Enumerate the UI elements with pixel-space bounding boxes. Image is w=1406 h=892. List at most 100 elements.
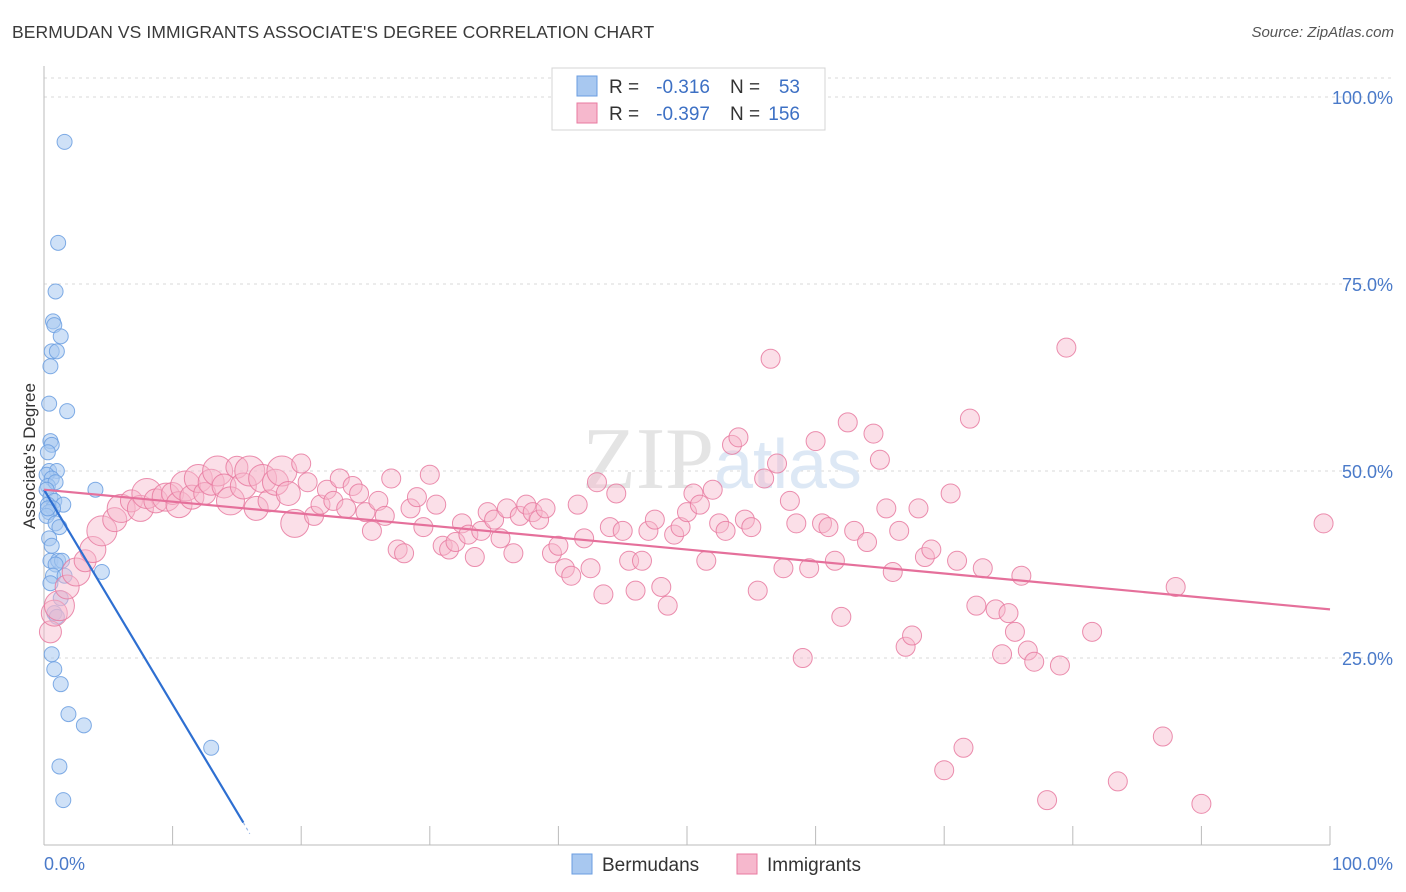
bottom-legend-swatch-immigrants <box>736 853 758 875</box>
point-immigrants <box>234 455 266 487</box>
point-immigrants <box>696 550 717 571</box>
bottom-legend-swatch-bermudans <box>571 853 593 875</box>
point-immigrants <box>934 760 955 781</box>
point-immigrants <box>43 590 75 622</box>
point-immigrants <box>741 517 762 538</box>
point-immigrants <box>876 498 897 519</box>
y-axis-label: Associate's Degree <box>20 383 39 529</box>
point-bermudans <box>50 234 67 251</box>
point-immigrants <box>261 468 289 496</box>
point-immigrants <box>40 599 68 627</box>
point-immigrants <box>266 455 298 487</box>
legend-n-value: 156 <box>768 104 800 125</box>
point-immigrants <box>323 490 344 511</box>
point-immigrants <box>599 517 620 538</box>
point-immigrants <box>953 737 974 758</box>
point-immigrants <box>54 574 80 600</box>
watermark-zip: ZIP <box>582 411 714 508</box>
point-immigrants <box>889 520 910 541</box>
point-immigrants <box>651 576 672 597</box>
point-immigrants <box>715 520 736 541</box>
legend-swatch-bermudans <box>576 75 598 97</box>
point-immigrants <box>567 494 588 515</box>
point-bermudans <box>60 706 77 723</box>
point-immigrants <box>1165 576 1186 597</box>
point-immigrants <box>689 494 710 515</box>
point-bermudans <box>46 661 63 678</box>
point-immigrants <box>426 494 447 515</box>
point-immigrants <box>799 558 820 579</box>
point-immigrants <box>670 517 691 538</box>
point-immigrants <box>432 535 453 556</box>
point-bermudans <box>55 792 72 809</box>
point-immigrants <box>857 532 878 553</box>
legend-n-label: N = <box>730 77 760 98</box>
legend-n-label: N = <box>730 104 760 125</box>
y-tick-label: 50.0% <box>1342 462 1393 482</box>
point-bermudans <box>59 403 76 420</box>
point-immigrants <box>106 493 136 523</box>
point-immigrants <box>844 520 865 541</box>
point-immigrants <box>818 517 839 538</box>
point-immigrants <box>837 412 858 433</box>
x-tick-label: 100.0% <box>1332 854 1393 874</box>
point-immigrants <box>728 427 749 448</box>
point-bermudans <box>51 758 68 775</box>
point-immigrants <box>413 517 434 538</box>
point-immigrants <box>275 480 301 506</box>
point-immigrants <box>612 520 633 541</box>
point-immigrants <box>580 558 601 579</box>
point-immigrants <box>419 464 440 485</box>
point-immigrants <box>773 558 794 579</box>
legend-r-value: -0.397 <box>656 104 710 125</box>
point-immigrants <box>291 453 312 474</box>
point-immigrants <box>921 539 942 560</box>
point-immigrants <box>786 513 807 534</box>
series-immigrants <box>38 337 1334 814</box>
point-immigrants <box>702 479 723 500</box>
point-bermudans <box>52 328 69 345</box>
point-bermudans <box>39 444 56 461</box>
point-bermudans <box>56 133 73 150</box>
point-immigrants <box>947 550 968 571</box>
point-immigrants <box>657 595 678 616</box>
bottom-legend-label-immigrants: Immigrants <box>767 855 861 876</box>
point-immigrants <box>754 468 775 489</box>
point-immigrants <box>496 498 517 519</box>
point-immigrants <box>586 472 607 493</box>
trend-lines <box>43 488 1331 835</box>
point-immigrants <box>387 539 408 560</box>
point-immigrants <box>1082 621 1103 642</box>
point-immigrants <box>202 455 234 487</box>
point-immigrants <box>503 543 524 564</box>
point-immigrants <box>445 532 466 553</box>
point-immigrants <box>381 468 402 489</box>
y-tick-label: 100.0% <box>1332 88 1393 108</box>
point-immigrants <box>992 644 1013 665</box>
point-immigrants <box>1024 651 1045 672</box>
point-immigrants <box>882 561 903 582</box>
point-bermudans <box>47 283 64 300</box>
point-immigrants <box>606 483 627 504</box>
legend-n-value: 53 <box>779 77 800 98</box>
point-bermudans <box>42 358 59 375</box>
legend-r-label: R = <box>609 104 639 125</box>
point-immigrants <box>1152 726 1173 747</box>
bottom-legend-label-bermudans: Bermudans <box>602 855 699 876</box>
point-immigrants <box>329 468 350 489</box>
point-immigrants <box>824 550 845 571</box>
point-immigrants <box>940 483 961 504</box>
point-bermudans <box>52 676 69 693</box>
point-immigrants <box>336 498 357 519</box>
y-tick-label: 25.0% <box>1342 649 1393 669</box>
point-immigrants <box>368 490 389 511</box>
point-immigrants <box>985 599 1006 620</box>
point-bermudans <box>203 739 220 756</box>
point-immigrants <box>625 580 646 601</box>
point-immigrants <box>792 648 813 668</box>
point-bermudans <box>43 537 60 554</box>
point-bermudans <box>41 395 58 412</box>
legend: R = -0.316 N = 53 R = -0.397 N = 156 <box>551 67 826 131</box>
point-immigrants <box>1107 771 1128 792</box>
grid-lines <box>44 77 1392 659</box>
